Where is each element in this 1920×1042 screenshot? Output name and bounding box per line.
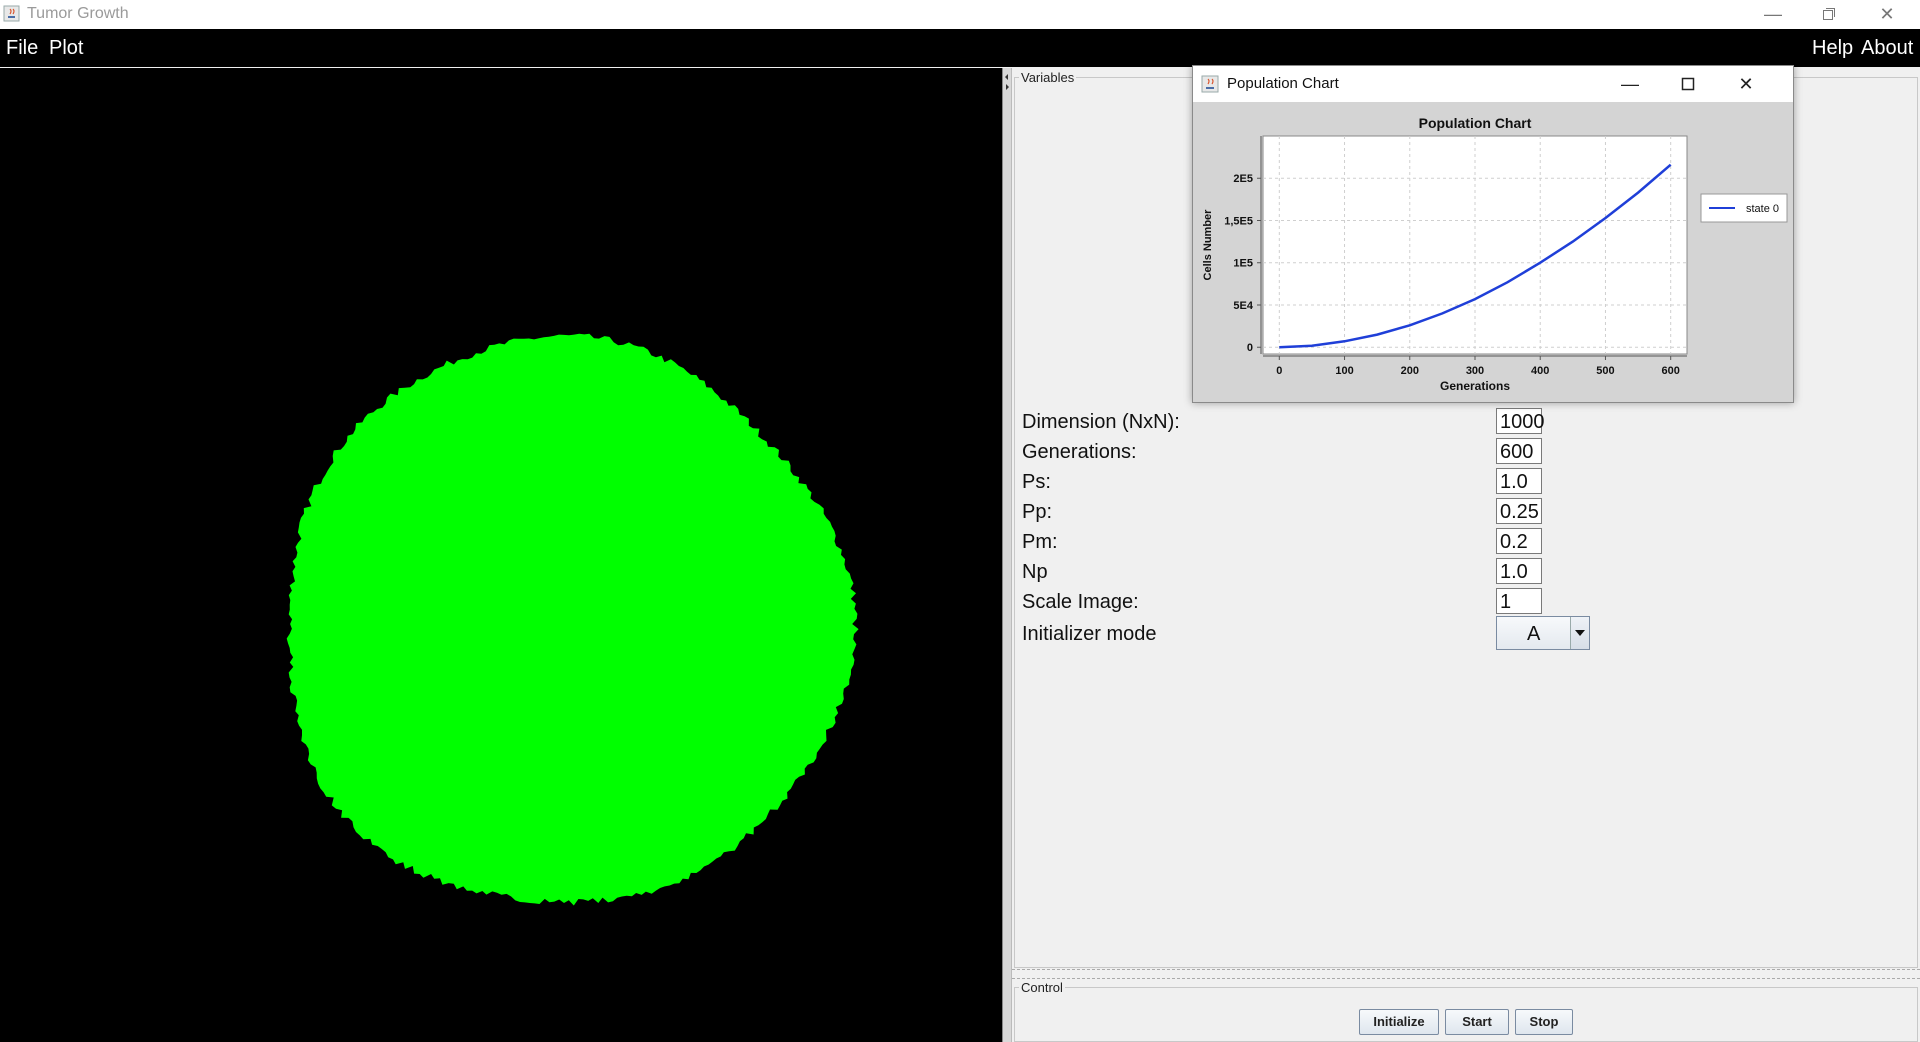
series-line-state-0: [1279, 163, 1672, 349]
x-tick-label: 600: [1662, 365, 1680, 377]
ps-label: Ps:: [1022, 471, 1051, 493]
scale-image-label: Scale Image:: [1022, 591, 1139, 613]
tumor-cell-mass: [286, 333, 859, 906]
menu-bar: File Plot Help About: [0, 29, 1920, 67]
generations-label: Generations:: [1022, 441, 1137, 463]
pm-label: Pm:: [1022, 531, 1058, 553]
java-app-icon: [3, 5, 20, 22]
initializer-mode-label: Initializer mode: [1022, 623, 1157, 645]
restore-icon[interactable]: [1806, 0, 1852, 29]
chevron-down-icon[interactable]: [1570, 617, 1589, 649]
control-legend: Control: [1021, 980, 1063, 995]
variables-legend: Variables: [1021, 70, 1075, 85]
y-tick-label: 1E5: [1233, 258, 1253, 270]
x-tick-label: 200: [1401, 365, 1419, 377]
minimize-icon[interactable]: —: [1621, 74, 1639, 94]
window-title: Tumor Growth: [27, 5, 129, 22]
pp-input[interactable]: 0.25: [1496, 498, 1542, 524]
title-bar: Tumor Growth — ✕: [0, 0, 1920, 29]
np-input[interactable]: 1.0: [1496, 558, 1542, 584]
y-tick-label: 2E5: [1233, 173, 1253, 185]
stop-button[interactable]: Stop: [1515, 1009, 1573, 1035]
chart-window-title-bar: Population Chart — ✕: [1193, 66, 1793, 102]
pm-input[interactable]: 0.2: [1496, 528, 1542, 554]
collapse-arrows-icon[interactable]: [1003, 72, 1011, 92]
y-tick-label: 1,5E5: [1224, 215, 1253, 227]
y-tick-label: 5E4: [1233, 300, 1253, 312]
initializer-mode-value: A: [1527, 623, 1541, 645]
start-button[interactable]: Start: [1445, 1009, 1509, 1035]
dimension-label: Dimension (NxN):: [1022, 411, 1180, 433]
np-label: Np: [1022, 561, 1048, 583]
menu-about[interactable]: About: [1861, 37, 1914, 59]
chart-title: Population Chart: [1419, 115, 1532, 131]
x-tick-label: 0: [1276, 365, 1282, 377]
minimize-icon[interactable]: —: [1764, 4, 1782, 24]
y-tick-label: 0: [1247, 342, 1253, 354]
initialize-button[interactable]: Initialize: [1359, 1009, 1439, 1035]
close-icon[interactable]: ✕: [1879, 4, 1895, 24]
population-chart-window: Population Chart — ✕ Population Chart 0 10…: [1192, 65, 1794, 403]
population-chart: Population Chart 0 100 200 300 400 500 600 0 5E4 1…: [1202, 115, 1788, 393]
ps-input[interactable]: 1.0: [1496, 468, 1542, 494]
split-pane-divider[interactable]: [1002, 68, 1012, 1042]
menu-help[interactable]: Help: [1812, 37, 1854, 59]
chart-legend: state 0: [1700, 193, 1788, 223]
dimension-input[interactable]: 1000: [1496, 408, 1545, 434]
simulation-canvas: [0, 68, 1002, 1042]
scale-image-input[interactable]: 1: [1496, 588, 1542, 614]
x-axis-label: Generations: [1440, 379, 1510, 393]
tumor-blob: [286, 333, 859, 906]
maximize-icon[interactable]: [1659, 66, 1717, 102]
horizontal-split-divider[interactable]: [1012, 969, 1920, 979]
x-tick-label: 100: [1335, 365, 1353, 377]
chart-window-title: Population Chart: [1227, 75, 1339, 92]
y-axis-label: Cells Number: [1202, 209, 1214, 281]
menu-plot[interactable]: Plot: [49, 37, 84, 59]
menu-file[interactable]: File: [6, 37, 39, 59]
pp-label: Pp:: [1022, 501, 1053, 523]
x-tick-label: 500: [1596, 365, 1614, 377]
x-tick-label: 300: [1466, 365, 1484, 377]
close-icon[interactable]: ✕: [1738, 74, 1754, 94]
legend-label: state 0: [1746, 203, 1779, 215]
initializer-mode-select[interactable]: A: [1496, 616, 1590, 650]
x-tick-label: 400: [1531, 365, 1549, 377]
java-app-icon: [1201, 75, 1219, 93]
generations-input[interactable]: 600: [1496, 438, 1542, 464]
